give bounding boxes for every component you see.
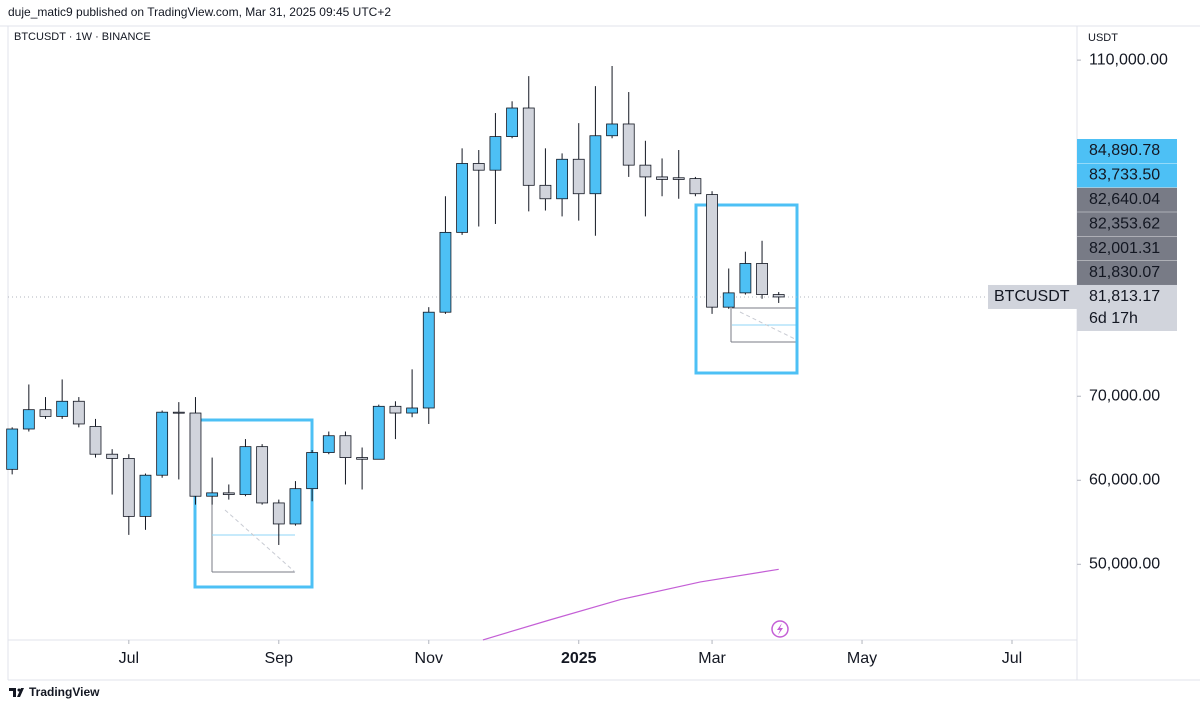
- candle-body: [156, 411, 169, 476]
- x-tick-label: May: [847, 650, 877, 667]
- x-tick-label: Jul: [1002, 650, 1022, 667]
- candle-body: [39, 409, 52, 417]
- footer-logo: TradingView: [9, 685, 100, 699]
- candle-body: [22, 409, 35, 430]
- x-tick-label: 2025: [561, 650, 597, 667]
- candle-body: [772, 294, 785, 298]
- symbol-title: BTCUSDT · 1W · BINANCE: [14, 31, 151, 43]
- y-tick-label: 70,000.00: [1089, 387, 1160, 404]
- candle-body: [489, 136, 502, 171]
- x-tick-label: Nov: [415, 650, 443, 667]
- drawing-box-2: [694, 203, 799, 375]
- candle-body: [89, 426, 102, 455]
- candle-body: [589, 135, 602, 195]
- candle-body: [506, 107, 518, 137]
- candle-body: [556, 158, 568, 200]
- candle-body: [289, 488, 302, 525]
- candles: [6, 65, 785, 545]
- candle-body: [206, 492, 219, 497]
- price-label: 82,640.04: [1089, 191, 1160, 208]
- candle-body: [706, 194, 718, 308]
- candle-body: [322, 435, 335, 453]
- candle-body: [422, 311, 435, 409]
- candle-body: [389, 405, 402, 414]
- y-tick-label: 50,000.00: [1089, 556, 1160, 573]
- price-label-box: [1077, 261, 1177, 285]
- candle-body: [172, 411, 185, 414]
- x-tick-label: Jul: [119, 650, 139, 667]
- candle-body: [239, 446, 252, 495]
- candle-body: [406, 407, 419, 414]
- candle-body: [139, 474, 152, 517]
- symbol-label: BTCUSDT: [994, 288, 1070, 305]
- candle-body: [622, 123, 635, 166]
- candle-body: [72, 400, 85, 425]
- price-label-box: [1077, 163, 1177, 188]
- price-label: 82,001.31: [1089, 240, 1160, 257]
- moving-average: [482, 568, 779, 641]
- price-label: 82,353.62: [1089, 215, 1160, 232]
- price-label: 81,830.07: [1089, 264, 1160, 281]
- candle-body: [122, 458, 135, 517]
- publisher: duje_matic9 published on TradingView.com…: [8, 5, 391, 19]
- candle-body: [306, 452, 319, 490]
- candle-body: [672, 177, 685, 180]
- candle-body: [189, 412, 202, 497]
- countdown: 6d 17h: [1089, 310, 1138, 327]
- candle-body: [522, 107, 535, 186]
- last-price-label: 81,813.17: [1089, 288, 1160, 305]
- candle-body: [439, 231, 452, 313]
- candle-body: [272, 502, 285, 525]
- candle-body: [106, 453, 119, 459]
- y-tick-label: 60,000.00: [1089, 471, 1160, 488]
- candle-body: [606, 123, 618, 137]
- last-price-box: [1077, 284, 1177, 331]
- price-label-box: [1077, 187, 1177, 212]
- candle-body: [356, 457, 369, 460]
- candle-body: [339, 435, 352, 458]
- candle-body: [456, 163, 468, 233]
- candle-body: [639, 164, 652, 178]
- candle-body: [256, 446, 269, 504]
- candle-body: [56, 400, 69, 417]
- y-tick-label: 110,000.00: [1089, 51, 1168, 68]
- price-label-box: [1077, 212, 1177, 237]
- candle-body: [372, 405, 385, 460]
- candle-body: [739, 263, 752, 294]
- price-label-box: [1077, 236, 1177, 261]
- price-label: 83,733.50: [1089, 167, 1160, 184]
- x-tick-label: Sep: [265, 650, 294, 667]
- x-tick-label: Mar: [698, 650, 726, 667]
- candle-body: [689, 178, 702, 195]
- candle-body: [472, 163, 485, 171]
- candle-body: [539, 184, 552, 200]
- candle-body: [572, 158, 585, 195]
- candle-body: [656, 176, 668, 180]
- candle-body: [6, 428, 19, 470]
- price-label-box: [1077, 139, 1177, 163]
- alert-icon: [771, 620, 789, 638]
- symbol-label-box: [988, 284, 1077, 309]
- candle-body: [756, 263, 768, 295]
- footer-text: TradingView: [29, 685, 100, 699]
- price-label: 84,890.78: [1089, 142, 1160, 159]
- candle-body: [222, 492, 235, 495]
- y-axis-label: USDT: [1088, 32, 1118, 44]
- candle-body: [722, 292, 735, 308]
